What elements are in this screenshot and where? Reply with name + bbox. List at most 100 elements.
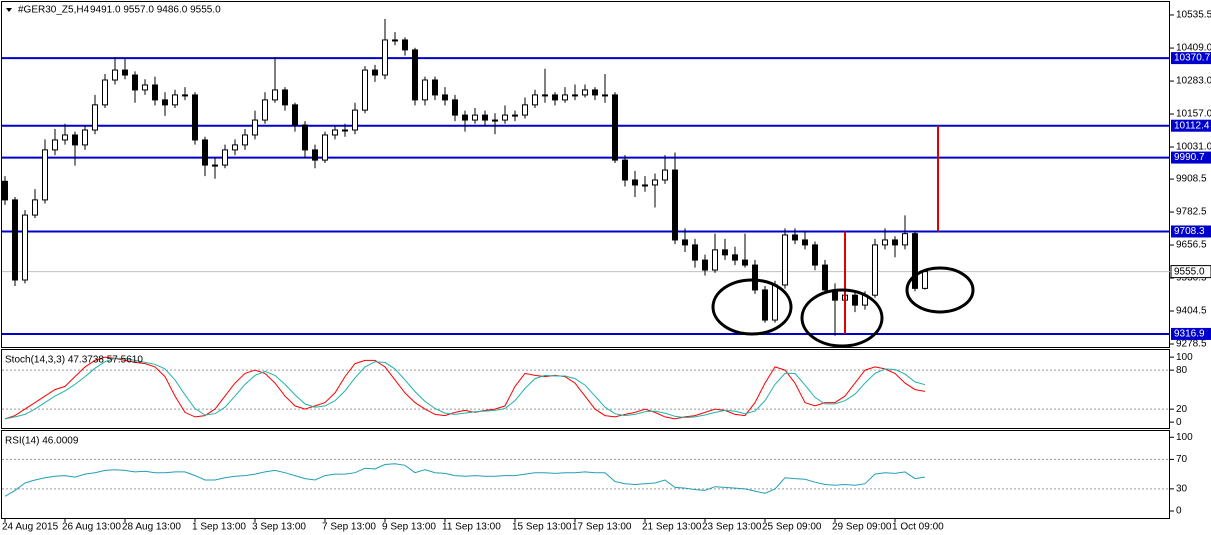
candle-body: [632, 179, 638, 186]
candle-body: [142, 84, 148, 91]
candle-body: [742, 259, 748, 266]
y-tick-label: 10031.0: [1176, 142, 1211, 153]
candle-body: [852, 294, 858, 306]
candle-body: [32, 199, 38, 216]
candle-body: [642, 184, 648, 187]
candle-body: [572, 94, 578, 97]
candle-body: [782, 234, 788, 286]
stoch-panel: [1, 349, 1170, 429]
candle-body: [552, 94, 558, 101]
candle-body: [872, 244, 878, 296]
y-tick-label: 20: [1176, 404, 1188, 415]
candle-body: [772, 284, 778, 321]
candle-body: [202, 139, 208, 166]
level-label-box: [1171, 225, 1211, 238]
candle-body: [212, 164, 218, 167]
candle-body: [182, 94, 188, 97]
candle-body: [442, 94, 448, 101]
candle-body: [322, 134, 328, 161]
candle-body: [922, 271, 928, 289]
x-tick-label: 21 Sep 13:00: [642, 522, 702, 533]
ohlc-label: 9491.0 9557.0 9486.0 9555.0: [90, 5, 221, 16]
candle-body: [72, 134, 78, 146]
candle-body: [592, 89, 598, 96]
y-tick-label: 9782.5: [1176, 207, 1207, 218]
candle-body: [712, 249, 718, 271]
y-tick-label: 70: [1176, 454, 1188, 465]
level-label: 9316.9: [1174, 329, 1205, 340]
candle-body: [512, 114, 518, 117]
level-label-box: [1171, 327, 1211, 340]
y-tick-label: 100: [1176, 352, 1193, 363]
current-price-label: 9555.0: [1174, 266, 1205, 277]
candle-body: [2, 180, 8, 201]
candle-body: [622, 159, 628, 181]
candle-body: [172, 94, 178, 106]
y-tick-label: 80: [1176, 365, 1188, 376]
candle-body: [502, 114, 508, 121]
candle-body: [272, 89, 278, 101]
candle-body: [452, 99, 458, 116]
candle-body: [122, 69, 128, 76]
candle-body: [752, 264, 758, 291]
y-tick-label: 9404.5: [1176, 306, 1207, 317]
x-tick-label: 28 Aug 13:00: [122, 522, 181, 533]
level-label: 10370.7: [1174, 53, 1211, 64]
y-tick-label: 10409.0: [1176, 43, 1211, 54]
indicator-line: [4, 357, 926, 420]
candle-body: [602, 94, 608, 97]
x-tick-label: 26 Aug 13:00: [62, 522, 121, 533]
candle-body: [682, 239, 688, 246]
candle-body: [432, 79, 438, 96]
y-tick-label: 100: [1176, 432, 1193, 443]
level-label-box: [1171, 119, 1211, 132]
indicator-line: [4, 463, 926, 497]
menu-arrow: [6, 8, 12, 12]
candle-body: [42, 149, 48, 201]
candle-body: [562, 94, 568, 101]
x-tick-label: 7 Sep 13:00: [322, 522, 376, 533]
indicator-line: [4, 356, 926, 420]
candle-body: [792, 234, 798, 241]
candle-body: [762, 289, 768, 321]
x-tick-label: 17 Sep 13:00: [572, 522, 632, 533]
candle-body: [302, 124, 308, 151]
y-tick-label: 10535.5: [1176, 10, 1211, 21]
candle-body: [222, 149, 228, 166]
candle-body: [542, 94, 548, 97]
candle-body: [62, 134, 68, 141]
candle-body: [692, 244, 698, 261]
x-tick-label: 11 Sep 13:00: [442, 522, 501, 533]
candle-body: [362, 69, 368, 111]
level-label: 9708.3: [1174, 226, 1205, 237]
highlight-ellipse: [711, 278, 793, 336]
x-tick-label: 9 Sep 13:00: [382, 522, 436, 533]
x-tick-label: 1 Oct 09:00: [892, 522, 944, 533]
candle-body: [292, 104, 298, 126]
y-tick-label: 10283.0: [1176, 76, 1211, 87]
rsi-panel: [1, 430, 1170, 519]
candle-body: [332, 129, 338, 136]
candle-body: [722, 249, 728, 256]
candle-body: [902, 233, 908, 246]
candle-body: [342, 129, 348, 132]
y-tick-label: 0: [1176, 506, 1182, 517]
candle-body: [102, 79, 108, 106]
candle-body: [492, 119, 498, 122]
candle-body: [472, 114, 478, 121]
candle-body: [822, 264, 828, 291]
rsi-title: RSI(14) 46.0009: [5, 436, 79, 447]
x-tick-label: 15 Sep 13:00: [512, 522, 572, 533]
candle-body: [812, 244, 818, 266]
candle-body: [702, 259, 708, 271]
candle-body: [462, 114, 468, 121]
candle-body: [892, 239, 898, 246]
plot-layer: 10535.5 10409.0 10283.0 10157.0 10031.0 9908.…: [2, 10, 1211, 533]
y-tick-label: 9530.5: [1176, 273, 1207, 284]
candle-body: [582, 89, 588, 96]
candle-body: [92, 104, 98, 131]
candle-body: [312, 149, 318, 161]
highlight-ellipse: [800, 288, 884, 348]
candle-body: [482, 114, 488, 121]
